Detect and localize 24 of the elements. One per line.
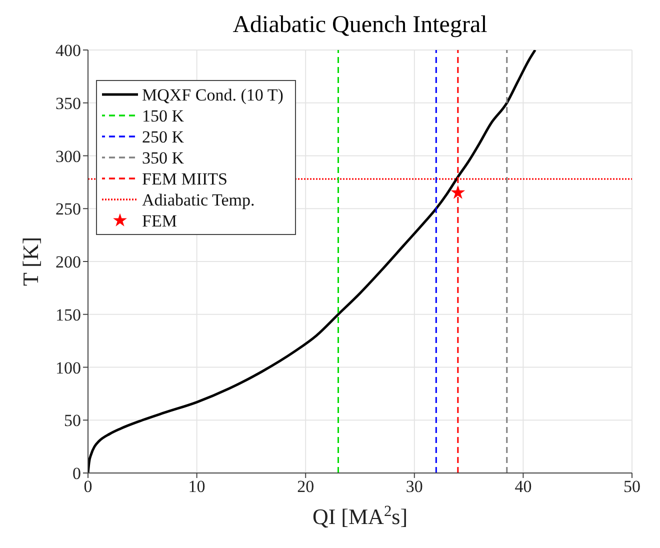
y-tick-label: 250 [56, 200, 81, 219]
y-tick-label: 50 [64, 411, 81, 430]
legend-label: FEM MIITS [142, 170, 228, 188]
y-tick-label: 200 [56, 252, 81, 272]
legend-label: Adiabatic Temp. [142, 190, 255, 210]
x-tick-label: 40 [514, 477, 532, 496]
x-tick-label: 30 [406, 477, 423, 496]
y-tick-label: 100 [56, 358, 81, 378]
legend-label: 250 K [142, 128, 185, 146]
y-tick-label: 300 [56, 146, 81, 166]
x-tick-label: 20 [297, 477, 314, 496]
x-tick-label: 50 [624, 477, 640, 496]
y-axis-title: T [K] [18, 236, 43, 286]
legend-label: 350 K [142, 148, 185, 168]
legend-label: 150 K [142, 106, 185, 126]
y-tick-label: 150 [56, 305, 81, 324]
x-axis-title: QI [MA$^{2}$s] [312, 502, 408, 529]
y-tick-label: 350 [56, 94, 81, 113]
y-tick-label: 0 [72, 464, 81, 484]
legend-label: FEM [142, 212, 177, 230]
x-tick-label: 10 [188, 477, 206, 496]
chart-title: Adiabatic Quench Integral [232, 11, 488, 40]
y-tick-label: 400 [56, 41, 81, 60]
legend-label: MQXF Cond. (10 T) [142, 86, 284, 104]
